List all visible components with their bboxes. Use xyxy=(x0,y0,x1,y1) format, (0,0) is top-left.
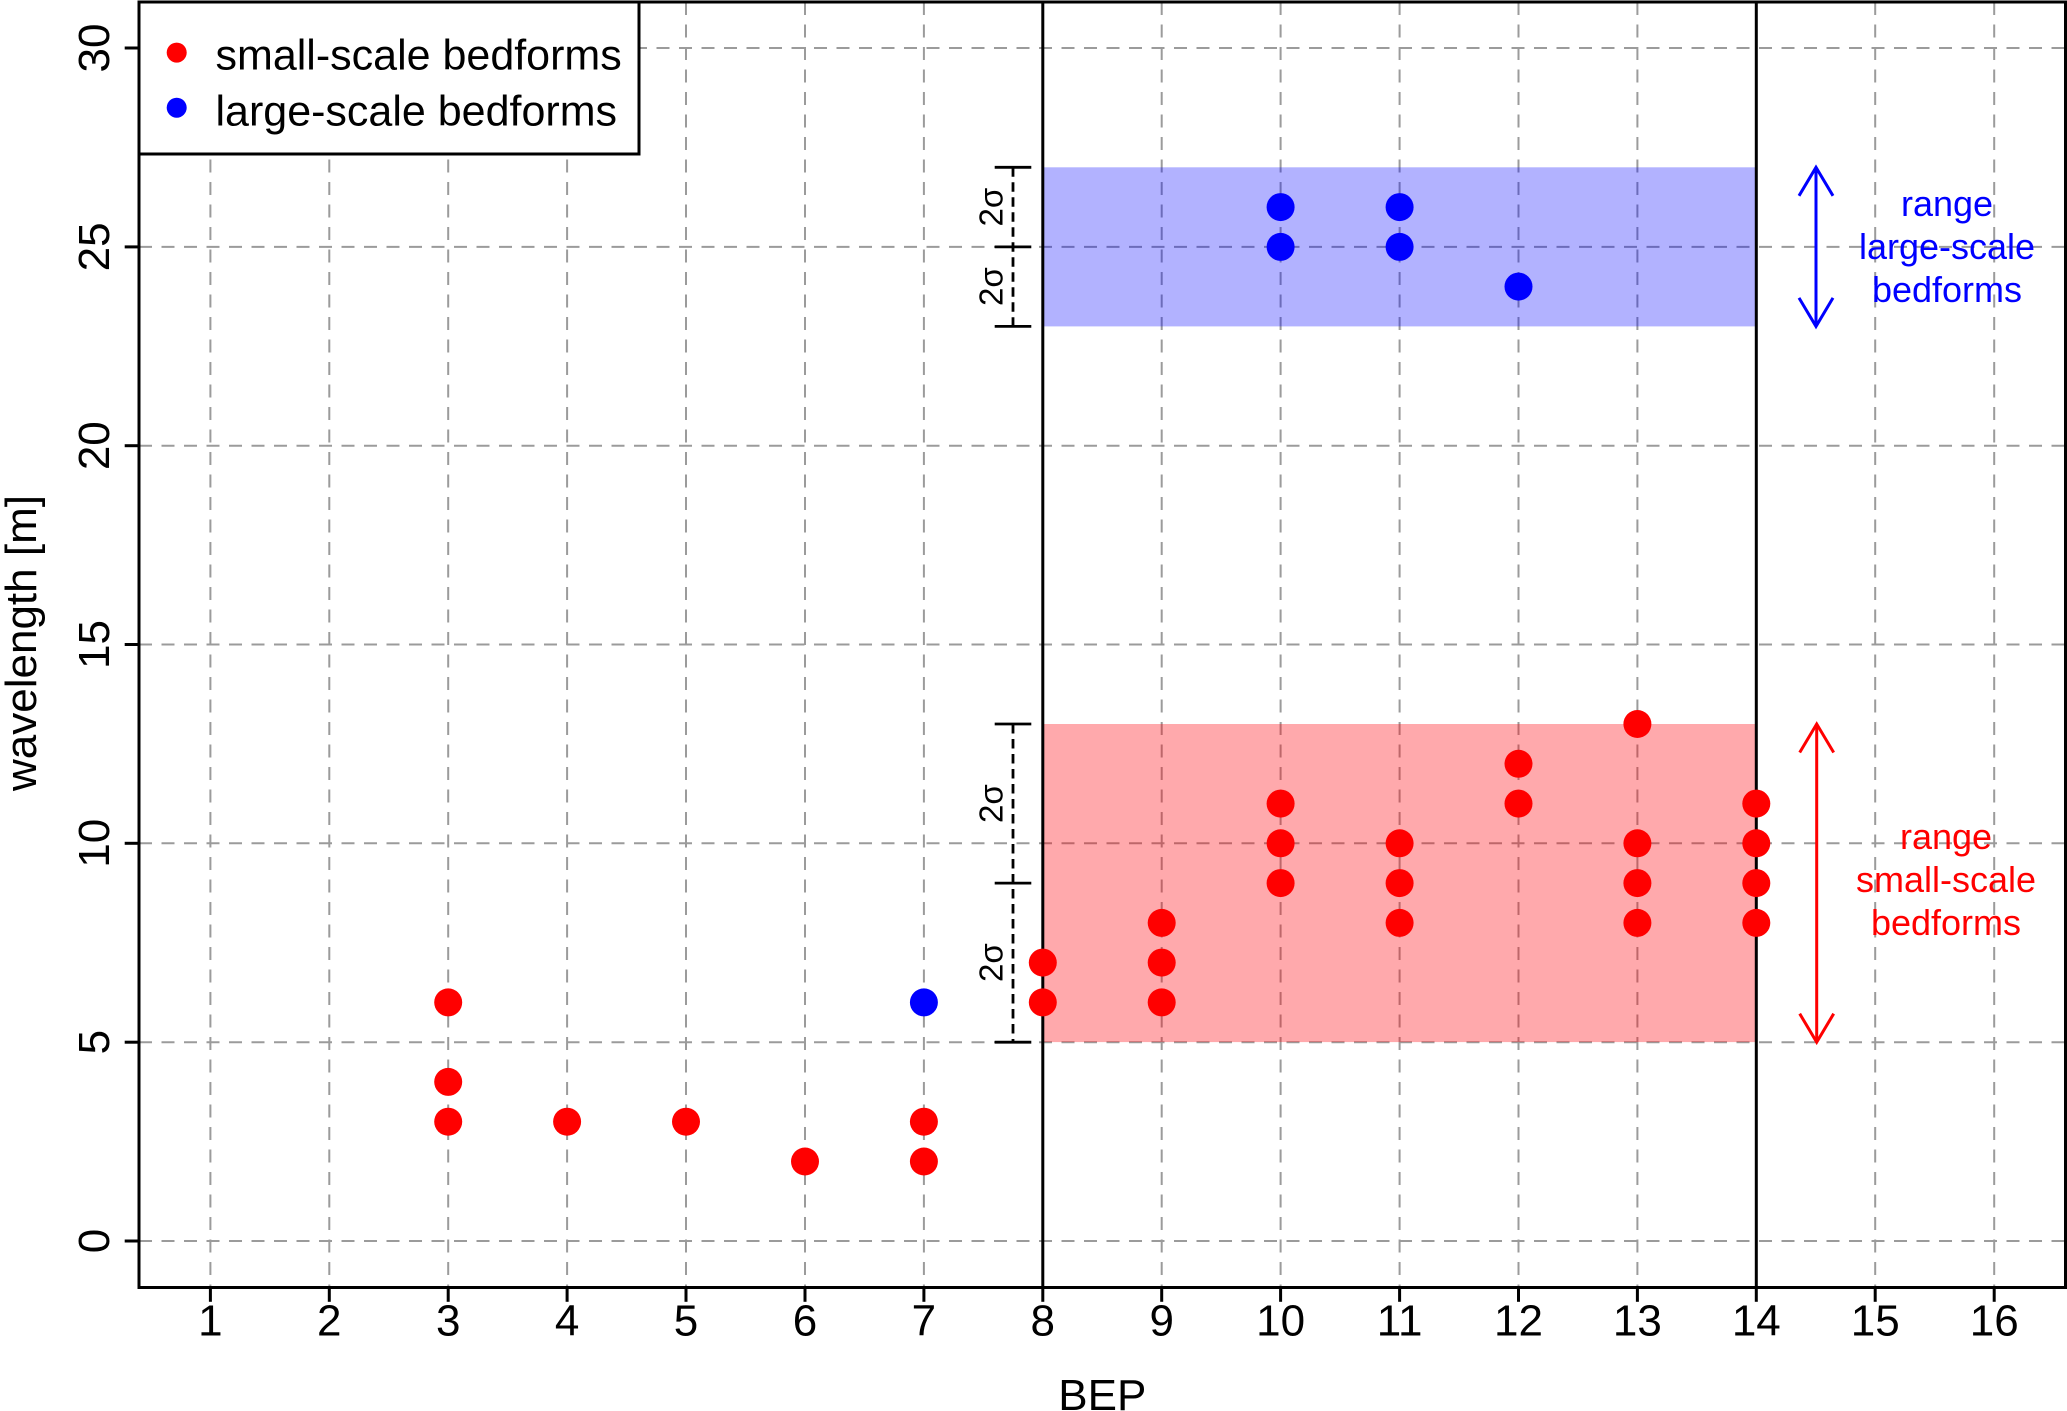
svg-text:8: 8 xyxy=(1031,1296,1055,1345)
svg-text:large-scale bedforms: large-scale bedforms xyxy=(216,88,618,136)
svg-text:10: 10 xyxy=(70,819,119,868)
svg-text:wavelength [m]: wavelength [m] xyxy=(0,495,46,792)
svg-text:16: 16 xyxy=(1970,1296,2019,1345)
svg-text:range: range xyxy=(1900,816,1992,857)
svg-text:12: 12 xyxy=(1494,1296,1543,1345)
svg-text:7: 7 xyxy=(912,1296,936,1345)
svg-text:9: 9 xyxy=(1149,1296,1173,1345)
svg-text:5: 5 xyxy=(674,1296,698,1345)
svg-text:10: 10 xyxy=(1256,1296,1305,1345)
svg-text:2: 2 xyxy=(317,1296,341,1345)
svg-text:11: 11 xyxy=(1377,1296,1423,1345)
svg-text:small-scale bedforms: small-scale bedforms xyxy=(216,31,622,79)
svg-text:15: 15 xyxy=(70,620,119,669)
svg-text:4: 4 xyxy=(555,1296,579,1345)
svg-text:bedforms: bedforms xyxy=(1871,902,2021,943)
svg-text:BEP: BEP xyxy=(1058,1371,1146,1411)
svg-text:15: 15 xyxy=(1851,1296,1900,1345)
svg-text:small-scale: small-scale xyxy=(1856,859,2036,900)
svg-text:2σ: 2σ xyxy=(973,943,1010,982)
svg-text:2σ: 2σ xyxy=(973,267,1010,306)
svg-text:25: 25 xyxy=(70,222,119,271)
svg-text:bedforms: bedforms xyxy=(1872,269,2022,310)
svg-text:6: 6 xyxy=(793,1296,817,1345)
svg-text:range: range xyxy=(1901,183,1993,224)
svg-text:13: 13 xyxy=(1613,1296,1662,1345)
svg-text:large-scale: large-scale xyxy=(1859,226,2035,267)
svg-text:1: 1 xyxy=(198,1296,222,1345)
svg-text:2σ: 2σ xyxy=(973,188,1010,227)
svg-text:2σ: 2σ xyxy=(973,784,1010,823)
svg-text:14: 14 xyxy=(1732,1296,1781,1345)
svg-text:20: 20 xyxy=(70,421,119,470)
svg-text:0: 0 xyxy=(70,1229,119,1253)
svg-text:3: 3 xyxy=(436,1296,460,1345)
svg-text:5: 5 xyxy=(70,1030,119,1054)
svg-text:30: 30 xyxy=(70,24,119,73)
